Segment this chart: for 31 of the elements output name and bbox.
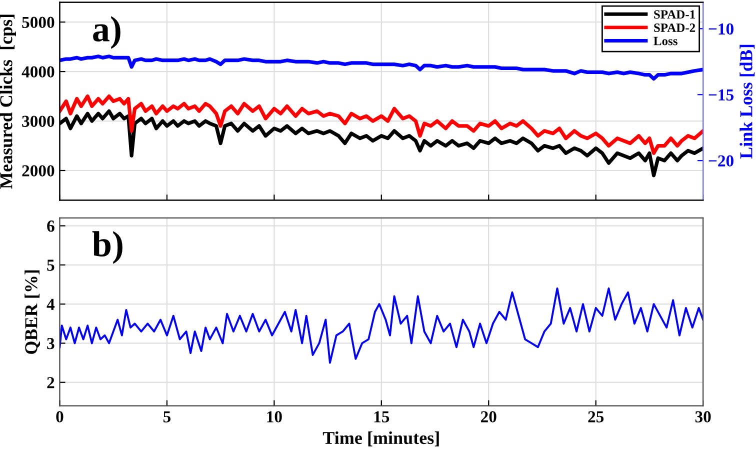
- x-tick-label: 0: [56, 411, 64, 422]
- x-tick-label: 5: [163, 411, 171, 422]
- y2-axis-title: Link Loss [dB]: [740, 44, 755, 159]
- y-tick-label: 4000: [22, 66, 54, 78]
- y-tick-label: 5: [47, 260, 54, 271]
- line-series: [60, 54, 704, 81]
- x-tick-label: 15: [374, 411, 390, 422]
- y-tick-label: 2000: [22, 165, 54, 176]
- y2-tick-label: −10: [708, 23, 734, 35]
- line-series: [60, 94, 704, 155]
- y2-tick-label: −15: [708, 89, 734, 101]
- line-series: [60, 287, 704, 364]
- x-axis-title: Time [minutes]: [322, 431, 439, 446]
- y-axis-title: Measured Clicks [cps]: [0, 14, 16, 189]
- legend-label: Loss: [654, 36, 678, 46]
- x-tick-label: 10: [267, 411, 282, 422]
- annotation: a): [93, 16, 120, 49]
- y-tick-label: 2: [47, 377, 54, 388]
- x-tick-label: 25: [588, 411, 604, 422]
- y-axis-title: QBER [%]: [24, 270, 40, 354]
- legend-label: SPAD-2: [654, 24, 696, 32]
- y-tick-label: 6: [47, 220, 54, 232]
- y2-tick-label: −20: [708, 155, 734, 167]
- annotation: b): [92, 231, 122, 264]
- y-tick-label: 3000: [22, 116, 54, 127]
- y-tick-label: 5000: [22, 16, 54, 28]
- y-tick-label: 3: [47, 338, 54, 350]
- legend-label: SPAD-1: [654, 10, 695, 19]
- y-tick-label: 4: [46, 298, 55, 310]
- x-tick-label: 30: [695, 411, 711, 422]
- x-tick-label: 20: [480, 411, 496, 422]
